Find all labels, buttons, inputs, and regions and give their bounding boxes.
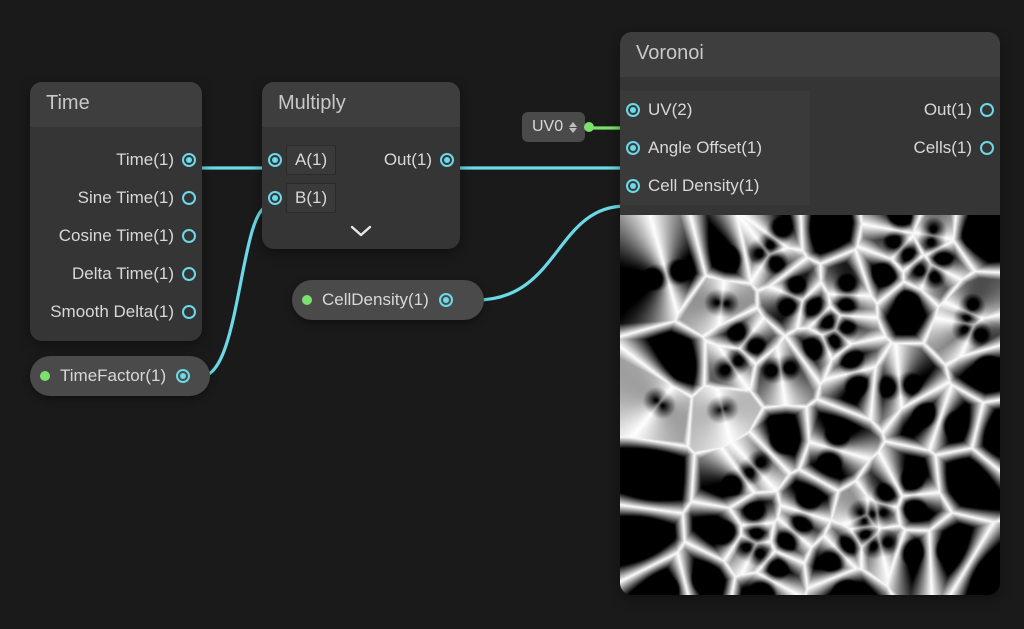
uv-channel-label: UV0	[532, 118, 563, 136]
port-voronoi-out[interactable]: Out(1)	[810, 91, 1000, 129]
port-time-sine[interactable]: Sine Time(1)	[30, 179, 202, 217]
property-dot-icon	[40, 371, 50, 381]
node-time[interactable]: Time Time(1) Sine Time(1) Cosine Time(1)…	[30, 82, 202, 341]
port-dot-icon[interactable]	[440, 153, 454, 167]
port-dot-icon[interactable]	[182, 191, 196, 205]
property-pill-celldensity[interactable]: CellDensity(1)	[292, 280, 484, 320]
port-dot-icon[interactable]	[439, 293, 453, 307]
port-dot-icon[interactable]	[626, 141, 640, 155]
port-dot-icon[interactable]	[176, 369, 190, 383]
port-multiply-a[interactable]: A(1)	[262, 141, 361, 179]
node-multiply[interactable]: Multiply A(1) B(1) Out(1)	[262, 82, 460, 249]
node-voronoi[interactable]: Voronoi UV(2) Angle Offset(1) Cell Densi…	[620, 32, 1000, 595]
port-dot-icon[interactable]	[182, 229, 196, 243]
node-voronoi-title[interactable]: Voronoi	[620, 32, 1000, 77]
port-voronoi-uv[interactable]: UV(2)	[620, 91, 810, 129]
chevron-down-icon	[350, 224, 372, 238]
port-dot-icon[interactable]	[626, 103, 640, 117]
port-dot-icon[interactable]	[182, 267, 196, 281]
port-dot-icon[interactable]	[980, 141, 994, 155]
property-pill-timefactor[interactable]: TimeFactor(1)	[30, 356, 210, 396]
uv-channel-selector[interactable]: UV0	[522, 112, 585, 142]
voronoi-preview	[620, 215, 1000, 595]
node-voronoi-ports: UV(2) Angle Offset(1) Cell Density(1) Ou…	[620, 77, 1000, 215]
input-value-box[interactable]: A(1)	[286, 145, 336, 175]
port-dot-icon[interactable]	[626, 179, 640, 193]
port-dot-icon[interactable]	[980, 103, 994, 117]
port-time-time[interactable]: Time(1)	[30, 141, 202, 179]
expand-toggle[interactable]	[262, 217, 460, 245]
node-time-ports: Time(1) Sine Time(1) Cosine Time(1) Delt…	[30, 127, 202, 341]
port-multiply-b[interactable]: B(1)	[262, 179, 361, 217]
node-multiply-body: A(1) B(1) Out(1)	[262, 127, 460, 249]
port-dot-icon[interactable]	[268, 191, 282, 205]
port-voronoi-density[interactable]: Cell Density(1)	[620, 167, 810, 205]
port-time-delta[interactable]: Delta Time(1)	[30, 255, 202, 293]
node-multiply-title[interactable]: Multiply	[262, 82, 460, 127]
port-time-cosine[interactable]: Cosine Time(1)	[30, 217, 202, 255]
port-multiply-out[interactable]: Out(1)	[361, 141, 460, 179]
port-dot-icon[interactable]	[182, 305, 196, 319]
input-value-box[interactable]: B(1)	[286, 183, 336, 213]
port-voronoi-cells[interactable]: Cells(1)	[810, 129, 1000, 167]
port-dot-icon[interactable]	[268, 153, 282, 167]
port-dot-icon[interactable]	[182, 153, 196, 167]
port-time-smoothdelta[interactable]: Smooth Delta(1)	[30, 293, 202, 331]
node-time-title[interactable]: Time	[30, 82, 202, 127]
property-dot-icon	[302, 295, 312, 305]
stepper-icon[interactable]	[569, 122, 577, 133]
property-dot-icon[interactable]	[584, 122, 594, 132]
port-voronoi-angle[interactable]: Angle Offset(1)	[620, 129, 810, 167]
